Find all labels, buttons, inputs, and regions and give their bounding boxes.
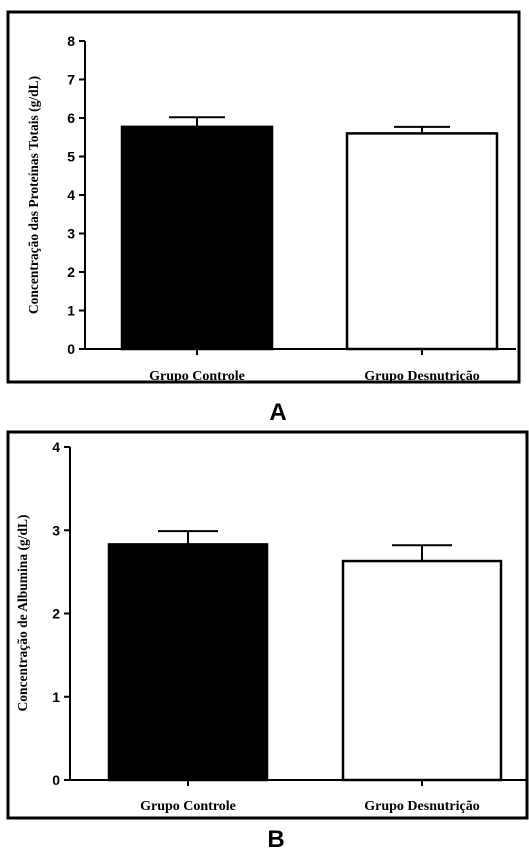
chart-panel-b: 0 1 2 3 4 Grupo Controle Grupo Desnutrição Conc…	[6, 430, 529, 853]
x-tick-label: Grupo Desnutrição	[364, 369, 480, 384]
bar-grupo-desnutricao	[345, 132, 499, 351]
y-tick-label: 3	[52, 522, 60, 538]
y-tick-label: 6	[67, 110, 75, 126]
y-axis-label: Concentração das Proteínas Totais (g/dL)	[26, 76, 41, 314]
bar-grupo-controle	[107, 543, 269, 782]
x-tick-label: Grupo Controle	[140, 799, 236, 814]
y-tick-label: 1	[52, 689, 60, 705]
panel-label: B	[267, 826, 284, 853]
y-tick-label: 2	[52, 606, 60, 622]
x-tick-label: Grupo Controle	[149, 369, 245, 384]
y-axis-label: Concentração de Albumina (g/dL)	[15, 515, 30, 712]
bar-grupo-desnutricao	[341, 559, 503, 782]
panel-label: A	[269, 399, 286, 426]
y-tick-label: 8	[67, 33, 75, 49]
y-tick-label: 4	[52, 439, 60, 455]
y-tick-label: 4	[67, 187, 75, 203]
y-tick-label: 7	[67, 72, 75, 88]
panel-frame	[6, 430, 529, 820]
y-tick-label: 3	[67, 226, 75, 242]
bar-grupo-controle	[120, 125, 274, 351]
y-tick-label: 1	[67, 303, 75, 319]
chart-panel-a: 0 1 2 3 4 5 6 7 8 Grupo Controle Grupo Desnutrição…	[6, 10, 521, 426]
y-tick-label: 0	[67, 341, 75, 357]
y-tick-label: 5	[67, 149, 75, 165]
y-tick-label: 0	[52, 772, 60, 788]
panel-frame	[6, 10, 521, 384]
y-tick-label: 2	[67, 264, 75, 280]
x-tick-label: Grupo Desnutrição	[364, 799, 480, 814]
